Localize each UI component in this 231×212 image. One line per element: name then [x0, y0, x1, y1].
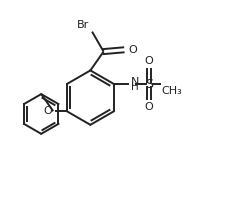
- Text: S: S: [145, 78, 153, 91]
- Text: N: N: [131, 77, 139, 87]
- Text: O: O: [129, 45, 137, 55]
- Text: CH₃: CH₃: [162, 86, 182, 96]
- Text: O: O: [145, 102, 153, 112]
- Text: O: O: [44, 106, 53, 116]
- Text: H: H: [131, 82, 138, 92]
- Text: Br: Br: [77, 20, 89, 30]
- Text: O: O: [145, 56, 153, 66]
